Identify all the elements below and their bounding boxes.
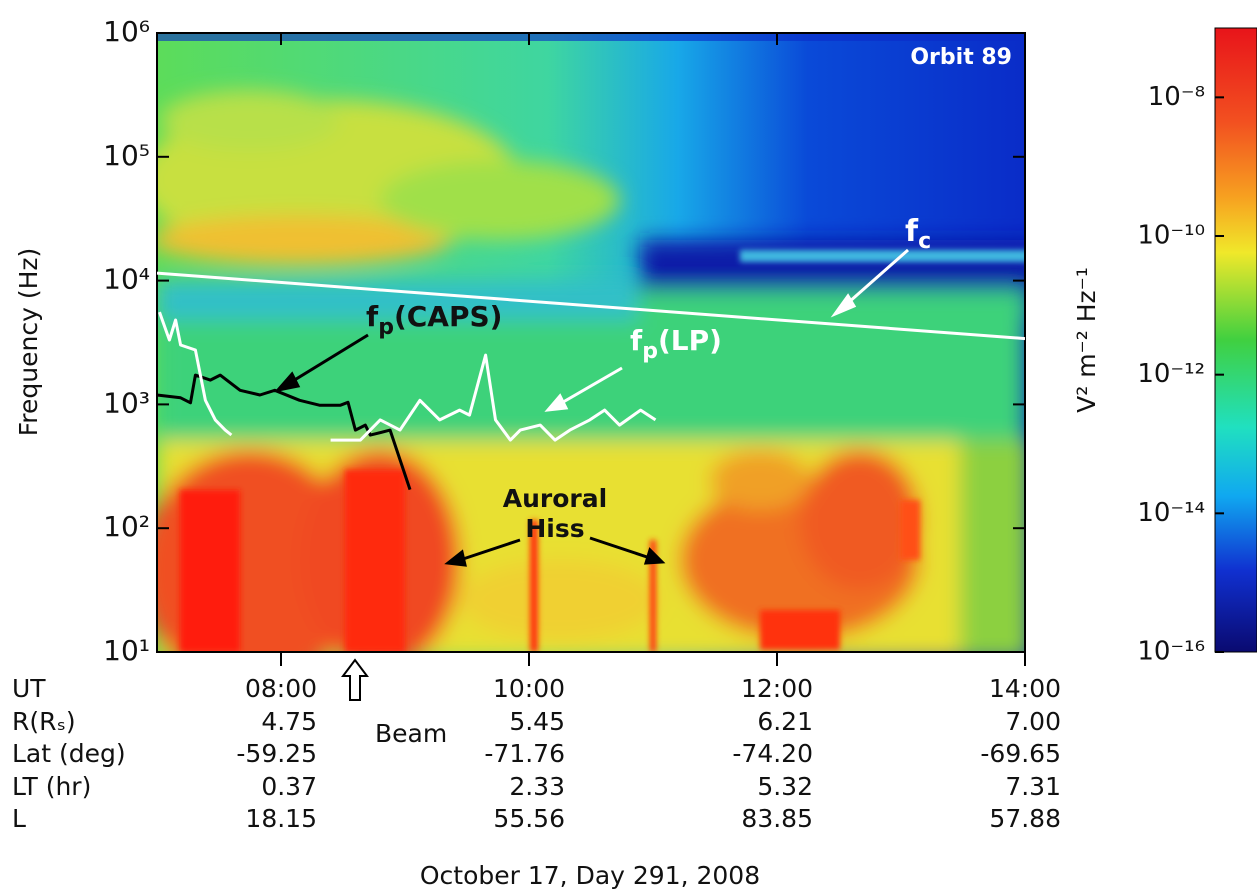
colorbar-tick-label: 10⁻¹⁴ — [1137, 498, 1205, 528]
ephemeris-label: LT (hr) — [12, 772, 91, 801]
colorbar-tick-label: 10⁻¹² — [1137, 359, 1205, 389]
fc-f: f — [905, 214, 919, 249]
beam-label: Beam — [375, 719, 447, 748]
ephemeris-value: 55.56 — [493, 804, 565, 833]
ephemeris-label: R(Rₛ) — [12, 707, 76, 736]
hiss-label: Auroral — [503, 484, 607, 513]
fp-lp-sub: p — [642, 339, 658, 364]
fp-caps-label: fp(CAPS) — [366, 300, 502, 340]
colorbar-tick-label: 10⁻⁸ — [1148, 82, 1205, 112]
ephemeris-value: 7.31 — [1005, 772, 1061, 801]
ephemeris-value: -74.20 — [732, 739, 813, 768]
ephemeris-value: 4.75 — [261, 707, 317, 736]
ephemeris-value: 83.85 — [741, 804, 813, 833]
series-line — [156, 373, 412, 491]
ephemeris-value: 7.00 — [1005, 707, 1061, 736]
ut-label: UT — [12, 674, 46, 703]
fp-caps-sub: p — [378, 315, 394, 340]
ephemeris-value: 5.45 — [509, 707, 565, 736]
y-tick-label: 10⁵ — [103, 139, 150, 172]
ephemeris-value: 18.15 — [245, 804, 317, 833]
series-line — [156, 271, 1026, 341]
plot-frame — [156, 32, 1026, 653]
ephemeris-value: -71.76 — [484, 739, 565, 768]
ephemeris-value: 57.88 — [989, 804, 1061, 833]
ephemeris-value: 0.37 — [261, 772, 317, 801]
y-axis-title: Frequency (Hz) — [14, 248, 43, 437]
x-axis-title: October 17, Day 291, 2008 — [420, 861, 760, 890]
ephemeris-value: 5.32 — [757, 772, 813, 801]
y-tick-label: 10¹ — [103, 634, 150, 667]
colorbar-tick-label: 10⁻¹⁰ — [1137, 221, 1205, 251]
hiss-label: Hiss — [525, 514, 584, 543]
fc-label: fc — [905, 214, 931, 255]
y-tick-label: 10⁴ — [103, 263, 150, 296]
ephemeris-value: -59.25 — [236, 739, 317, 768]
y-tick-label: 10² — [103, 510, 150, 543]
arrows — [273, 248, 909, 701]
x-tick-label: 10:00 — [493, 674, 565, 703]
ephemeris-value: -69.65 — [980, 739, 1061, 768]
x-tick-label: 08:00 — [245, 674, 317, 703]
fp-lp-f: f — [630, 324, 643, 357]
colorbar-tick-label: 10⁻¹⁶ — [1137, 637, 1205, 667]
ephemeris-label: Lat (deg) — [12, 739, 126, 768]
ephemeris-value: 2.33 — [509, 772, 565, 801]
ephemeris-value: 6.21 — [757, 707, 813, 736]
colorbar-title: V² m⁻² Hz⁻¹ — [1072, 267, 1101, 413]
fp-lp-label: fp(LP) — [630, 324, 722, 364]
fp-lp-suffix: (LP) — [658, 324, 722, 357]
colorbar — [1214, 27, 1257, 653]
fp-caps-suffix: (CAPS) — [394, 300, 503, 333]
series-line — [158, 311, 657, 442]
y-tick-label: 10³ — [103, 386, 150, 419]
y-tick-label: 10⁶ — [103, 15, 150, 48]
spectrogram — [157, 33, 1025, 652]
fp-caps-f: f — [366, 300, 379, 333]
orbit-label: Orbit 89 — [910, 45, 1012, 70]
ephemeris-label: L — [12, 804, 26, 833]
x-tick-label: 12:00 — [741, 674, 813, 703]
x-tick-label: 14:00 — [989, 674, 1061, 703]
fc-sub: c — [918, 229, 931, 254]
